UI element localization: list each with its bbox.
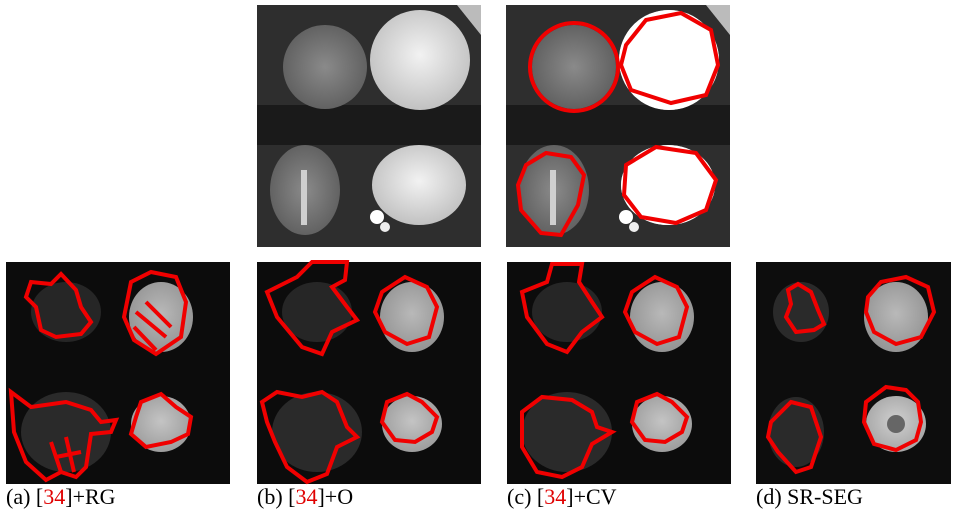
image (506, 5, 730, 247)
caption-part: (d) SR-SEG (756, 484, 863, 509)
caption-part: ]+CV (566, 484, 616, 509)
caption: (a) [34]+RG (6, 484, 116, 509)
image (6, 262, 230, 484)
caption-part: 34 (544, 484, 566, 509)
caption-part: (c) [ (507, 484, 544, 509)
figure: (a) [34]+RG (b) [34]+O (c) [34]+CV (d) S… (0, 0, 956, 512)
caption-part: (b) [ (257, 484, 295, 509)
image (507, 262, 731, 484)
caption-part: 34 (43, 484, 65, 509)
caption-part: ]+O (317, 484, 353, 509)
caption: (b) [34]+O (257, 484, 353, 509)
caption: (d) SR-SEG (756, 484, 863, 509)
caption-part: 34 (295, 484, 317, 509)
image (257, 5, 481, 247)
caption: (c) [34]+CV (507, 484, 617, 509)
caption-part: ]+RG (65, 484, 115, 509)
image (257, 262, 481, 484)
image (756, 262, 951, 484)
caption-part: (a) [ (6, 484, 43, 509)
